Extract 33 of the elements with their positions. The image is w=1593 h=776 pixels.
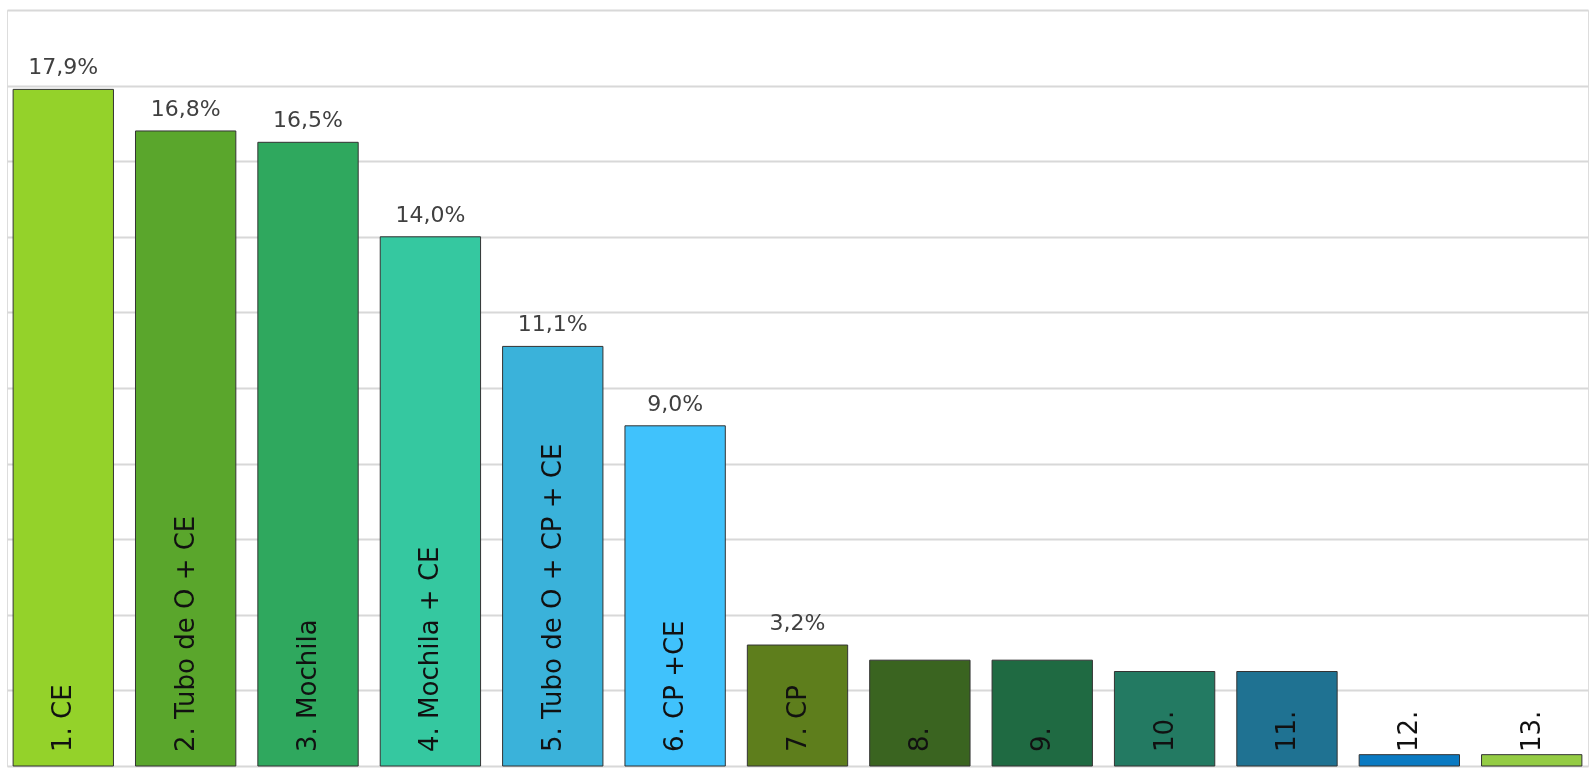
bar: [1358, 754, 1461, 767]
x-tick-label: 1. CE: [47, 684, 78, 752]
data-label: 11,1%: [517, 311, 588, 337]
bar: [1236, 671, 1338, 767]
bar: [746, 644, 849, 767]
data-label: 16,5%: [273, 107, 343, 133]
data-label: 14,0%: [395, 201, 466, 227]
bar: [991, 659, 1093, 767]
bar: [1113, 671, 1216, 767]
bar: [134, 130, 237, 767]
x-tick-label: 9.: [1026, 727, 1057, 752]
data-label: 17,9%: [28, 54, 99, 80]
x-tick-label: 7. CP: [781, 685, 812, 752]
x-tick-label: 10.: [1148, 710, 1179, 752]
x-tick-label: 11.: [1270, 710, 1301, 752]
bar: [869, 659, 971, 767]
x-tick-label: 13.: [1515, 710, 1546, 752]
x-tick-label: 8.: [903, 727, 934, 752]
bar: [257, 141, 359, 767]
x-tick-label: 3. Mochila: [292, 619, 323, 752]
bar: [379, 236, 482, 767]
x-tick-label: 12.: [1393, 710, 1424, 752]
bar: [1481, 754, 1583, 767]
bar: [624, 425, 726, 767]
x-tick-label: 5. Tubo de O + CP + CE: [536, 443, 567, 752]
bar: [12, 88, 114, 767]
x-tick-label: 2. Tubo de O + CE: [169, 515, 200, 752]
data-label: 3,2%: [769, 610, 826, 636]
x-tick-label: 4. Mochila + CE: [414, 546, 445, 752]
bar: [502, 345, 604, 767]
data-label: 16,8%: [150, 95, 221, 121]
x-tick-label: 6. CP +CE: [659, 620, 690, 752]
data-label: 9,0%: [647, 390, 704, 416]
